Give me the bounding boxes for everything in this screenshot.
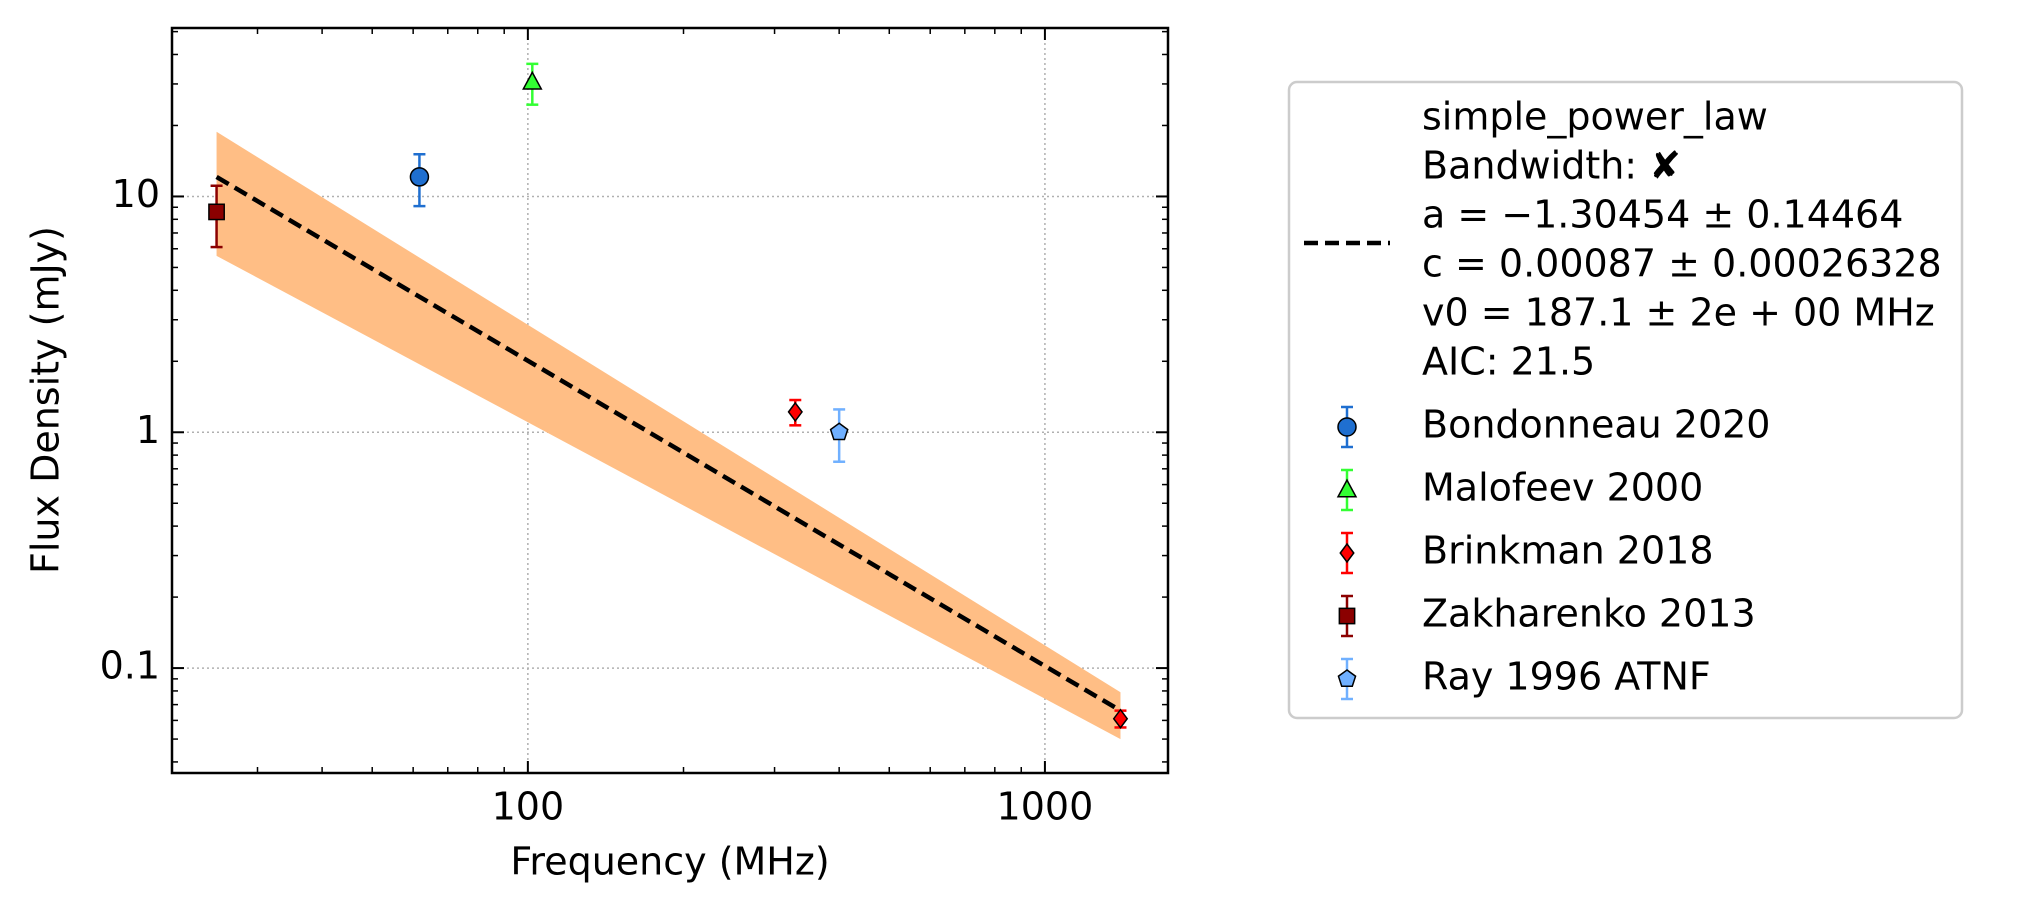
marker bbox=[208, 203, 225, 221]
legend-marker bbox=[1339, 542, 1355, 564]
confidence-band bbox=[216, 131, 1121, 740]
legend-marker bbox=[1337, 417, 1357, 437]
fit-line bbox=[215, 174, 1122, 713]
legend-label: AIC: 21.5 bbox=[1422, 340, 1595, 384]
marker bbox=[409, 167, 430, 187]
y-tick-label: 1 bbox=[136, 408, 160, 452]
legend-label: Brinkman 2018 bbox=[1422, 529, 1714, 573]
marker bbox=[787, 401, 803, 423]
legend-label: Bandwidth: ✘ bbox=[1422, 144, 1681, 188]
marker bbox=[1112, 708, 1129, 729]
legend-label: a = −1.30454 ± 0.14464 bbox=[1422, 193, 1903, 237]
legend-label: c = 0.00087 ± 0.00026328 bbox=[1422, 242, 1942, 286]
y-tick-label: 0.1 bbox=[100, 644, 160, 688]
x-axis-label: Frequency (MHz) bbox=[510, 840, 829, 884]
marker bbox=[829, 422, 849, 441]
marker bbox=[522, 70, 543, 90]
x-tick-label: 1000 bbox=[997, 785, 1094, 829]
legend-label: Bondonneau 2020 bbox=[1422, 403, 1770, 447]
legend-label: Malofeev 2000 bbox=[1422, 466, 1703, 510]
legend-label: Zakharenko 2013 bbox=[1422, 592, 1756, 636]
legend-label: simple_power_law bbox=[1422, 95, 1768, 139]
legend-marker bbox=[1338, 607, 1356, 625]
y-axis-label: Flux Density (mJy) bbox=[24, 226, 68, 574]
legend-marker bbox=[1337, 669, 1357, 688]
y-tick-label: 10 bbox=[112, 172, 160, 216]
x-tick-label: 100 bbox=[492, 785, 565, 829]
legend-box bbox=[1287, 80, 1964, 720]
legend-label: v0 = 187.1 ± 2e + 00 MHz bbox=[1422, 291, 1935, 335]
plot-frame bbox=[170, 26, 1170, 775]
legend-marker bbox=[1336, 478, 1358, 498]
legend-label: Ray 1996 ATNF bbox=[1422, 655, 1711, 699]
